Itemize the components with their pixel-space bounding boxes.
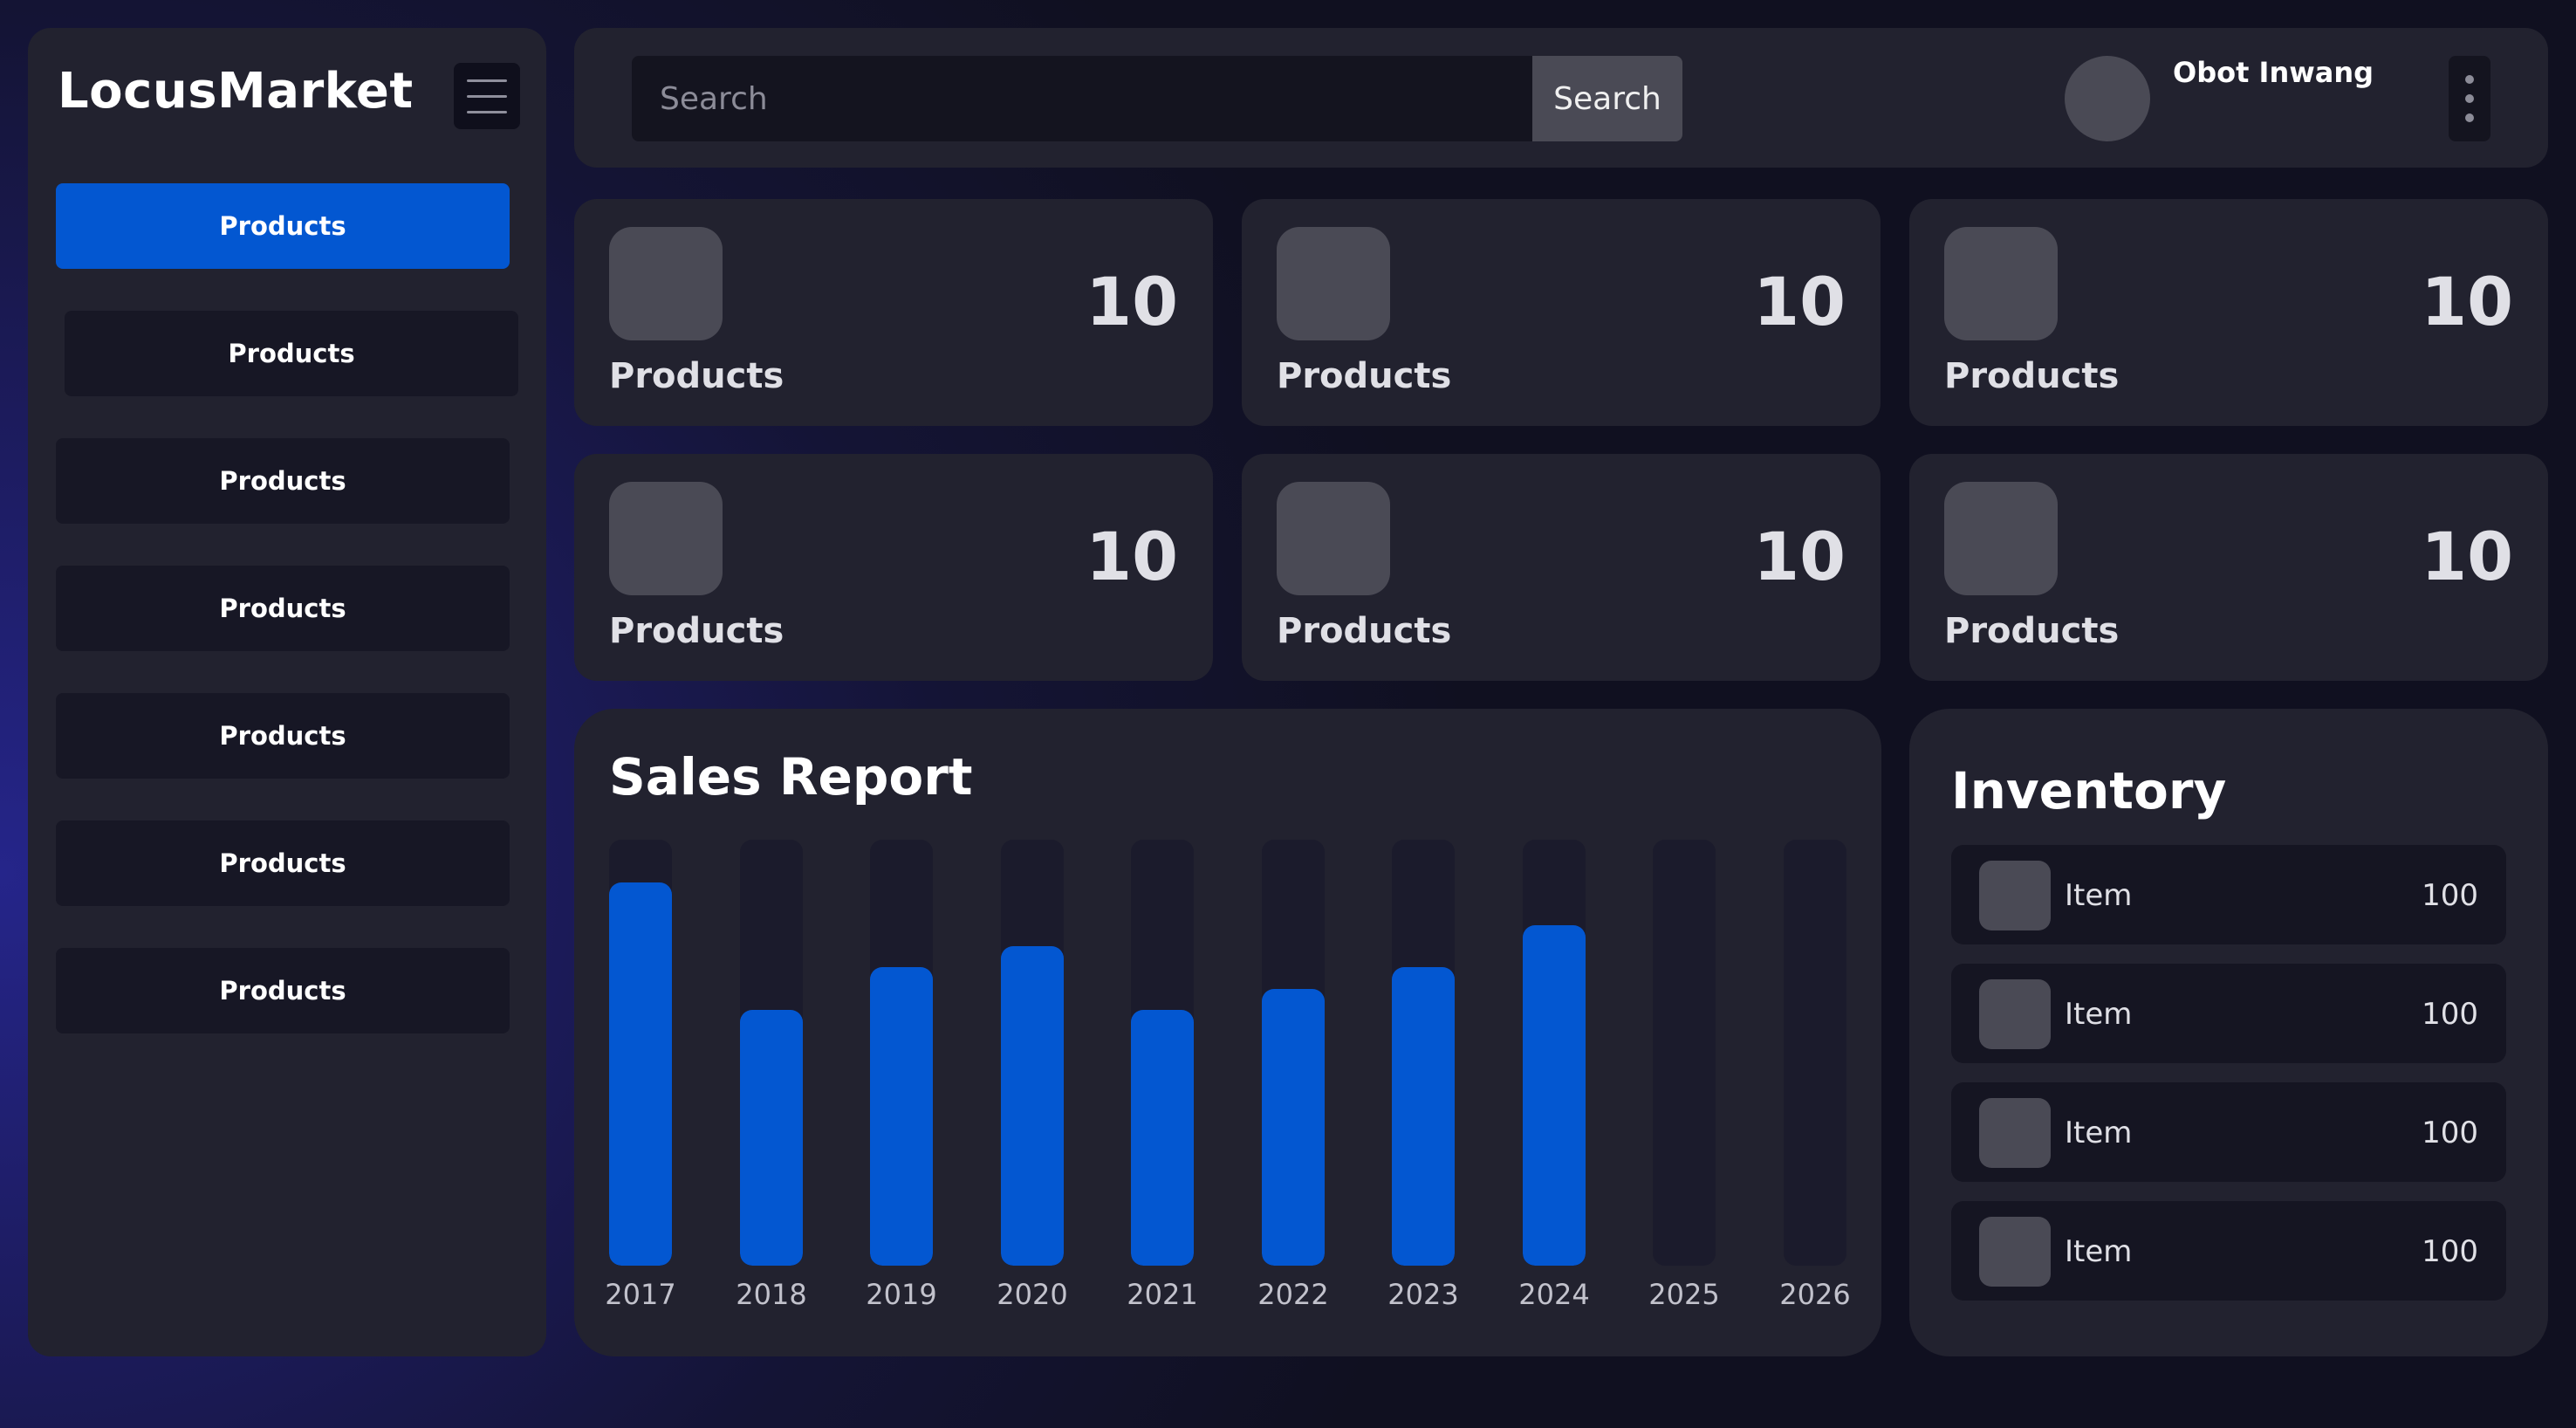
dot xyxy=(2465,113,2474,122)
sales-bar-chart: 2017 2018 2019 2020 2021 2022 2023 2024 2025 2026 xyxy=(574,709,1881,1356)
x-tick-label-2019: 2019 xyxy=(866,1278,937,1311)
bar-track-2018 xyxy=(740,840,803,1266)
sidebar-item-products-6[interactable]: Products xyxy=(56,820,510,906)
dot xyxy=(2465,75,2474,84)
x-tick-label-2020: 2020 xyxy=(997,1278,1068,1311)
search-input[interactable] xyxy=(632,56,1532,141)
product-icon xyxy=(1277,482,1390,595)
item-quantity: 100 xyxy=(2422,1234,2478,1269)
bar-2019[interactable] xyxy=(870,967,933,1266)
item-quantity: 100 xyxy=(2422,1116,2478,1150)
bar-track-2023 xyxy=(1392,840,1455,1266)
x-tick-label-2022: 2022 xyxy=(1257,1278,1329,1311)
bar-2017[interactable] xyxy=(609,882,672,1266)
x-tick-label-2023: 2023 xyxy=(1387,1278,1459,1311)
stat-card[interactable]: 10 Products xyxy=(574,199,1213,426)
product-icon xyxy=(1944,227,2058,340)
stat-label: Products xyxy=(609,356,784,396)
avatar[interactable] xyxy=(2065,56,2150,141)
item-icon xyxy=(1979,1217,2051,1287)
menu-line xyxy=(467,79,507,82)
sidebar-item-products-4[interactable]: Products xyxy=(56,566,510,651)
bar-track-2021 xyxy=(1131,840,1194,1266)
top-bar: Search Obot Inwang xyxy=(574,28,2548,168)
app-logo: LocusMarket xyxy=(58,63,414,120)
inventory-item[interactable]: Item 100 xyxy=(1951,1201,2506,1301)
stat-card[interactable]: 10 Products xyxy=(1242,454,1881,681)
item-name: Item xyxy=(2065,997,2133,1032)
dot xyxy=(2465,94,2474,103)
inventory-item[interactable]: Item 100 xyxy=(1951,964,2506,1063)
sales-report-title: Sales Report xyxy=(609,747,973,807)
sidebar-item-products-2[interactable]: Products xyxy=(65,311,518,396)
product-icon xyxy=(609,227,723,340)
bar-track-2019 xyxy=(870,840,933,1266)
inventory-item[interactable]: Item 100 xyxy=(1951,1082,2506,1182)
sidebar-item-products-5[interactable]: Products xyxy=(56,693,510,779)
stat-card[interactable]: 10 Products xyxy=(1909,199,2548,426)
sidebar-item-products-1[interactable]: Products xyxy=(56,183,510,269)
item-quantity: 100 xyxy=(2422,878,2478,913)
sidebar: LocusMarket Products Products Products P… xyxy=(28,28,546,1356)
stat-value: 10 xyxy=(1086,518,1178,595)
bar-2018[interactable] xyxy=(740,1010,803,1266)
bar-track-2020 xyxy=(1001,840,1064,1266)
inventory-panel: Inventory Item 100 Item 100 Item 100 Ite… xyxy=(1909,709,2548,1356)
stat-card[interactable]: 10 Products xyxy=(1242,199,1881,426)
bar-track-2022 xyxy=(1262,840,1325,1266)
bar-2021[interactable] xyxy=(1131,1010,1194,1266)
item-name: Item xyxy=(2065,1234,2133,1269)
item-name: Item xyxy=(2065,1116,2133,1150)
inventory-title: Inventory xyxy=(1951,761,2227,820)
bar-2023[interactable] xyxy=(1392,967,1455,1266)
x-tick-label-2018: 2018 xyxy=(736,1278,807,1311)
stat-label: Products xyxy=(1944,356,2120,396)
bar-track-2017 xyxy=(609,840,672,1266)
item-icon xyxy=(1979,979,2051,1049)
stat-label: Products xyxy=(1277,611,1452,651)
item-name: Item xyxy=(2065,878,2133,913)
item-quantity: 100 xyxy=(2422,997,2478,1032)
stat-card[interactable]: 10 Products xyxy=(574,454,1213,681)
hamburger-menu-icon[interactable] xyxy=(454,63,520,129)
bar-track-2024 xyxy=(1523,840,1586,1266)
x-tick-label-2021: 2021 xyxy=(1127,1278,1198,1311)
bar-2024[interactable] xyxy=(1523,924,1586,1266)
x-tick-label-2025: 2025 xyxy=(1648,1278,1720,1311)
x-tick-label-2017: 2017 xyxy=(605,1278,676,1311)
x-tick-label-2024: 2024 xyxy=(1518,1278,1590,1311)
bar-2022[interactable] xyxy=(1262,988,1325,1266)
sales-report-panel: Sales Report 2017 2018 2019 2020 2021 2022 202… xyxy=(574,709,1881,1356)
product-icon xyxy=(1277,227,1390,340)
stat-value: 10 xyxy=(1753,518,1846,595)
stat-value: 10 xyxy=(2421,518,2513,595)
bar-track-2025 xyxy=(1653,840,1716,1266)
bar-track-2026 xyxy=(1784,840,1846,1266)
bar-2020[interactable] xyxy=(1001,946,1064,1266)
menu-line xyxy=(467,110,507,113)
stat-label: Products xyxy=(1277,356,1452,396)
inventory-item[interactable]: Item 100 xyxy=(1951,845,2506,944)
stat-label: Products xyxy=(609,611,784,651)
product-icon xyxy=(609,482,723,595)
more-options-icon[interactable] xyxy=(2449,56,2490,141)
stat-label: Products xyxy=(1944,611,2120,651)
stat-card[interactable]: 10 Products xyxy=(1909,454,2548,681)
sidebar-item-products-3[interactable]: Products xyxy=(56,438,510,524)
stat-value: 10 xyxy=(1753,263,1846,340)
product-icon xyxy=(1944,482,2058,595)
user-name: Obot Inwang xyxy=(2173,56,2374,89)
x-tick-label-2026: 2026 xyxy=(1779,1278,1851,1311)
item-icon xyxy=(1979,861,2051,930)
sidebar-item-products-7[interactable]: Products xyxy=(56,948,510,1033)
stat-value: 10 xyxy=(1086,263,1178,340)
menu-line xyxy=(467,94,507,98)
item-icon xyxy=(1979,1098,2051,1168)
search-button[interactable]: Search xyxy=(1532,56,1682,141)
stat-value: 10 xyxy=(2421,263,2513,340)
